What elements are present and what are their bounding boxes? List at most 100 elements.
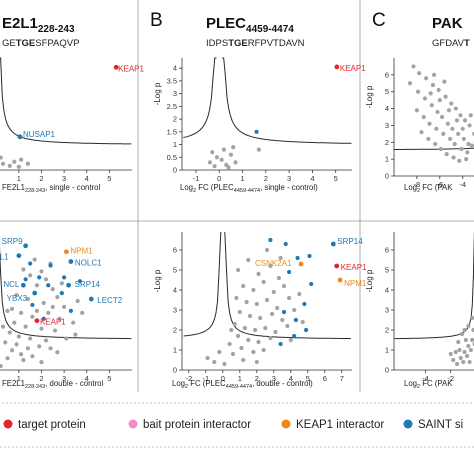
data-point [466, 141, 471, 147]
plot-b-double: -2 -1 0 1 2 3 4 5 6 7 0 1 2 3 4 5 6 -Log p SRP14 CSNK2A1 KEA… [153, 231, 367, 390]
data-point [43, 277, 49, 282]
data-point-saint [295, 255, 300, 261]
data-point-saint [287, 269, 292, 275]
data-point [442, 79, 447, 84]
data-point [232, 321, 237, 327]
data-point [247, 313, 253, 319]
data-point [39, 269, 44, 274]
data-point [470, 337, 474, 343]
data-point [443, 94, 448, 99]
panel-c-title: PAK [432, 15, 463, 32]
data-point [0, 161, 6, 166]
threshold-curve-left [183, 231, 222, 337]
data-point [239, 345, 244, 351]
y-tick-label: 4 [173, 64, 177, 73]
threshold-curve-left [394, 231, 474, 340]
point-label: LECT2 [97, 296, 122, 305]
x-axis-label-part: 2 [185, 384, 188, 390]
labeled-point [298, 261, 304, 267]
labeled-point [34, 318, 40, 324]
data-point [467, 359, 472, 365]
data-point [21, 358, 26, 363]
data-point [271, 289, 276, 295]
data-point [59, 281, 64, 286]
legend-label-keap1: KEAP1 interactor [296, 419, 384, 431]
labeled-point [68, 259, 74, 264]
panel-b-title: PLEC4459-4474 [206, 15, 294, 35]
data-point [37, 344, 42, 349]
y-tick-label: 3 [173, 89, 177, 98]
data-point [205, 355, 210, 361]
x-tick-label: -4 [459, 180, 466, 189]
panel-c-header: C PAK GFDAVT [372, 10, 470, 49]
threshold-curve-left [183, 57, 217, 139]
y-tick-label: 3 [173, 306, 177, 315]
data-point [453, 106, 458, 111]
labeled-point [113, 64, 119, 70]
x-axis-label-part: , single - control) [260, 183, 318, 192]
y-tick-label: 2 [385, 138, 389, 147]
data-point [444, 151, 449, 157]
y-axis-label: -Log p [365, 269, 374, 292]
data-point [75, 298, 80, 304]
labeled-point [337, 277, 343, 283]
legend-label-saint: SAINT si [418, 419, 463, 431]
data-point [448, 136, 453, 142]
x-tick-label: 3 [62, 374, 66, 383]
x-axis-label-part: Log [180, 183, 193, 192]
legend-label-target: target protein [18, 419, 86, 431]
data-point [57, 316, 62, 321]
threshold-curve-left [394, 147, 474, 150]
legend-box [0, 402, 474, 448]
data-point [468, 347, 473, 353]
y-axis-label: -Log p [153, 269, 162, 292]
x-tick-label: 5 [306, 374, 310, 383]
data-point [12, 159, 17, 164]
data-point [62, 304, 67, 310]
y-axis-label: -Log p [365, 85, 374, 108]
data-point [227, 341, 232, 347]
data-point [0, 363, 3, 369]
labeled-point [334, 64, 340, 70]
panel-c-sequence: GFDAVT [432, 38, 470, 49]
data-point [256, 271, 261, 277]
data-point [273, 329, 278, 335]
x-tick-label: -8 [414, 180, 421, 189]
data-point [423, 76, 429, 81]
data-point [241, 357, 246, 363]
data-point [441, 131, 446, 136]
data-point [256, 339, 261, 345]
data-point [34, 308, 40, 313]
x-tick-label: 3 [62, 174, 66, 183]
data-point [264, 247, 270, 253]
data-point [39, 360, 44, 365]
y-tick-label: 6 [385, 246, 389, 255]
labeled-point [63, 249, 69, 255]
data-point-saint [254, 129, 259, 134]
data-point [73, 332, 78, 337]
x-tick-label: 5 [107, 374, 111, 383]
data-point [462, 349, 467, 355]
data-point [458, 113, 463, 118]
point-label: NUSAP1 [23, 130, 56, 139]
x-tick-label: 2 [39, 174, 43, 183]
point-label: KEAP1 [340, 64, 366, 73]
x-tick-label: 5 [107, 174, 111, 183]
data-point-saint [281, 309, 287, 315]
data-point [270, 311, 275, 317]
data-point-saint [68, 308, 73, 313]
x-tick-label: 0 [217, 174, 221, 183]
x-axis-label: Log2 FC (PAK [404, 379, 453, 390]
data-point [242, 325, 247, 331]
y-tick-label: 1 [173, 140, 177, 149]
x-axis-label-part: FE2L1 [2, 183, 25, 192]
data-point [446, 108, 452, 113]
y-tick-label: 3 [385, 121, 389, 130]
x-axis-label-part: FC (PLEC [196, 183, 234, 192]
x-tick-label: 1 [17, 174, 21, 183]
y-tick-label: 1.5 [167, 127, 177, 136]
point-label: NOLC1 [75, 259, 102, 268]
x-axis-label-part: 2 [417, 188, 420, 194]
x-axis-label: Log2 FC (PLEC4459-4474, single - control… [180, 183, 318, 194]
data-point [463, 337, 468, 343]
